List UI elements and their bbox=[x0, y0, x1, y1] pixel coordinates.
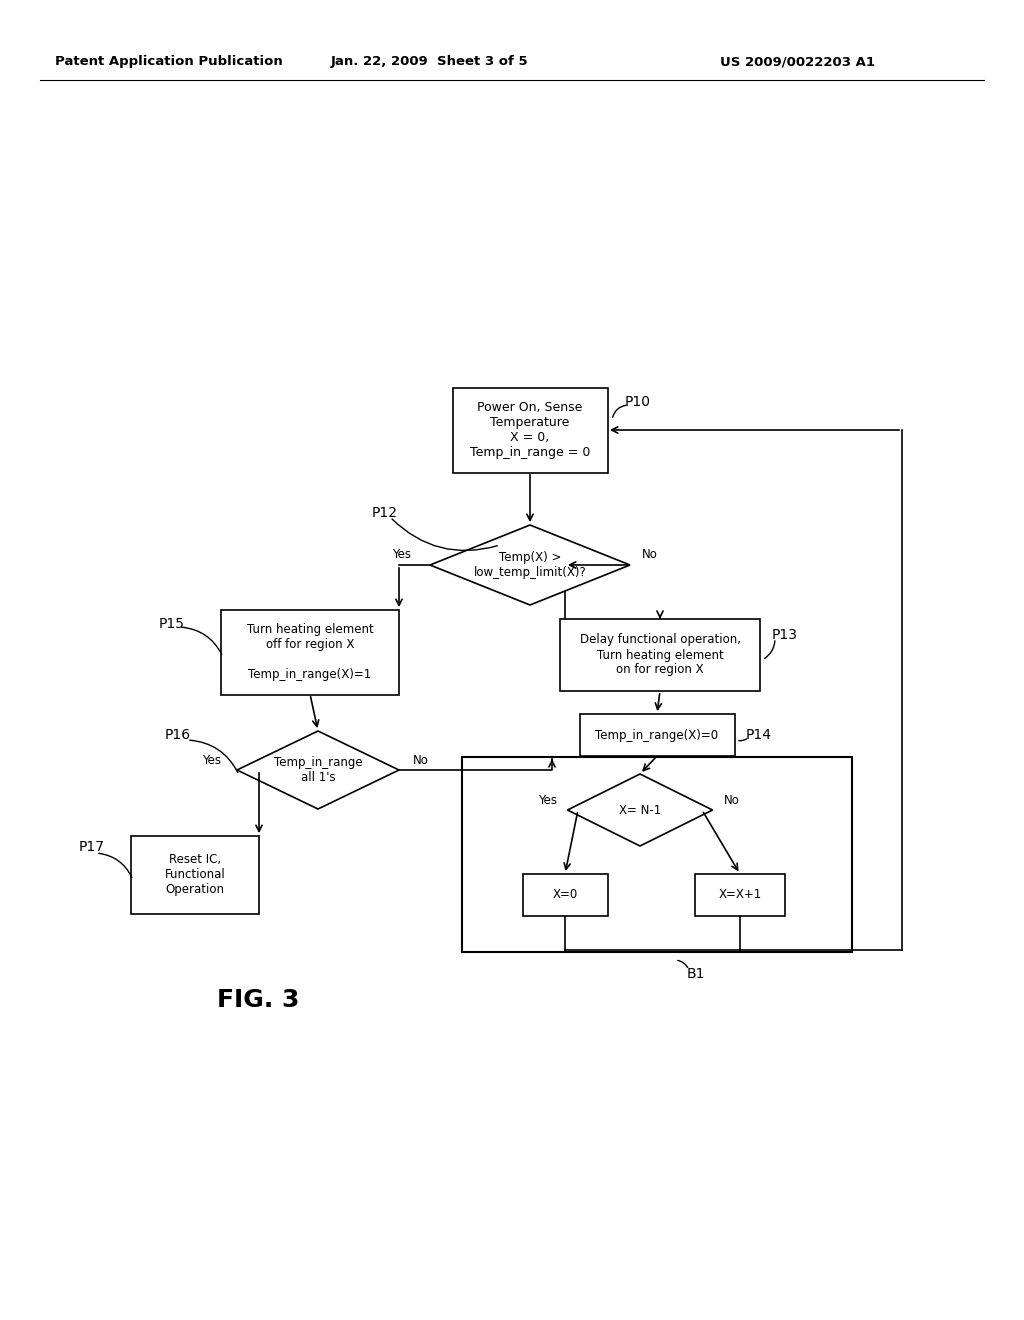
Bar bbox=[580, 714, 734, 756]
Text: P12: P12 bbox=[372, 506, 398, 520]
Text: Temp_in_range(X)=0: Temp_in_range(X)=0 bbox=[595, 729, 719, 742]
Polygon shape bbox=[430, 525, 630, 605]
Polygon shape bbox=[237, 731, 399, 809]
Text: No: No bbox=[724, 793, 740, 807]
Text: P14: P14 bbox=[746, 729, 772, 742]
Bar bbox=[560, 619, 760, 690]
Text: Yes: Yes bbox=[203, 754, 221, 767]
Text: Delay functional operation,
Turn heating element
on for region X: Delay functional operation, Turn heating… bbox=[580, 634, 740, 676]
Bar bbox=[221, 610, 399, 694]
Text: Reset IC,
Functional
Operation: Reset IC, Functional Operation bbox=[165, 854, 225, 896]
Text: Power On, Sense
Temperature
X = 0,
Temp_in_range = 0: Power On, Sense Temperature X = 0, Temp_… bbox=[470, 401, 590, 459]
Text: P10: P10 bbox=[625, 395, 651, 409]
Bar bbox=[695, 874, 785, 916]
Text: FIG. 3: FIG. 3 bbox=[217, 987, 299, 1012]
Text: P13: P13 bbox=[772, 628, 798, 642]
Text: P16: P16 bbox=[165, 729, 191, 742]
Text: US 2009/0022203 A1: US 2009/0022203 A1 bbox=[720, 55, 874, 69]
Bar bbox=[522, 874, 607, 916]
Text: Jan. 22, 2009  Sheet 3 of 5: Jan. 22, 2009 Sheet 3 of 5 bbox=[331, 55, 528, 69]
Text: Temp_in_range
all 1's: Temp_in_range all 1's bbox=[273, 756, 362, 784]
Text: P17: P17 bbox=[79, 840, 105, 854]
Bar bbox=[462, 756, 852, 952]
Text: B1: B1 bbox=[687, 968, 706, 981]
Polygon shape bbox=[567, 774, 713, 846]
Bar bbox=[453, 388, 607, 473]
Text: Yes: Yes bbox=[392, 549, 412, 561]
Text: Turn heating element
off for region X

Temp_in_range(X)=1: Turn heating element off for region X Te… bbox=[247, 623, 374, 681]
Text: X=X+1: X=X+1 bbox=[719, 888, 762, 902]
Text: Yes: Yes bbox=[539, 793, 557, 807]
Text: X= N-1: X= N-1 bbox=[618, 804, 662, 817]
Text: No: No bbox=[642, 549, 658, 561]
Text: P15: P15 bbox=[159, 616, 185, 631]
Text: X=0: X=0 bbox=[552, 888, 578, 902]
Text: Temp(X) >
low_temp_limit(X)?: Temp(X) > low_temp_limit(X)? bbox=[474, 550, 587, 579]
Text: No: No bbox=[413, 754, 429, 767]
Text: Patent Application Publication: Patent Application Publication bbox=[55, 55, 283, 69]
Bar bbox=[131, 836, 259, 913]
